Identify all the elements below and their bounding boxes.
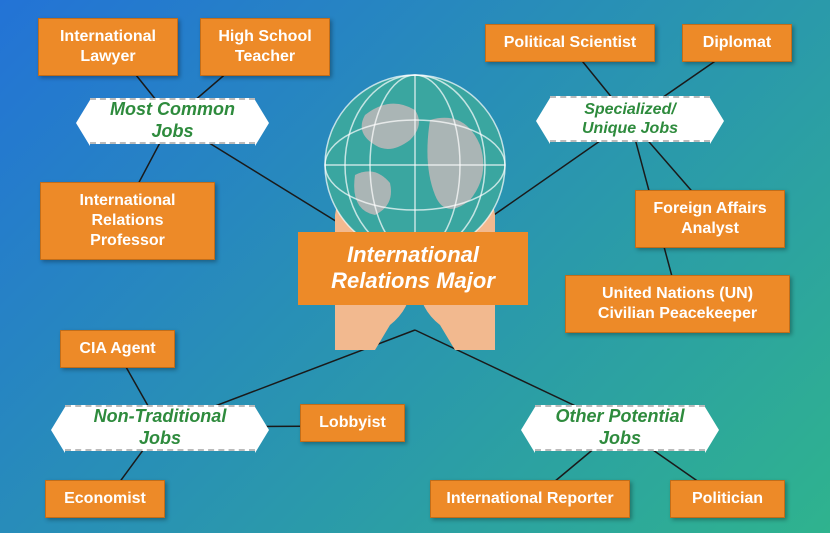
job-box: Foreign Affairs Analyst [635, 190, 785, 248]
job-box: High School Teacher [200, 18, 330, 76]
globe-hands-illustration [295, 65, 535, 355]
job-box: Diplomat [682, 24, 792, 62]
job-box: United Nations (UN) Civilian Peacekeeper [565, 275, 790, 333]
central-title-text: International Relations Major [331, 242, 495, 293]
job-box: Lobbyist [300, 404, 405, 442]
job-box: CIA Agent [60, 330, 175, 368]
job-box: Political Scientist [485, 24, 655, 62]
job-label: Foreign Affairs Analyst [650, 199, 770, 239]
job-label: High School Teacher [215, 27, 315, 67]
job-label: International Relations Professor [55, 191, 200, 251]
job-box: International Relations Professor [40, 182, 215, 260]
job-label: Diplomat [703, 33, 771, 53]
infographic-stage: International Relations Major Most Commo… [0, 0, 830, 533]
category-common: Most Common Jobs [90, 98, 255, 144]
job-label: International Reporter [446, 489, 613, 509]
job-label: Politician [692, 489, 763, 509]
job-label: Lobbyist [319, 413, 386, 433]
job-label: CIA Agent [79, 339, 155, 359]
globe-icon [325, 75, 505, 255]
job-box: Politician [670, 480, 785, 518]
category-nontrad: Non-Traditional Jobs [65, 405, 255, 451]
category-special: Specialized/Unique Jobs [550, 96, 710, 142]
job-label: International Lawyer [53, 27, 163, 67]
job-box: International Lawyer [38, 18, 178, 76]
job-label: United Nations (UN) Civilian Peacekeeper [580, 284, 775, 324]
job-label: Political Scientist [504, 33, 636, 53]
category-other: Other Potential Jobs [535, 405, 705, 451]
job-box: Economist [45, 480, 165, 518]
job-label: Economist [64, 489, 146, 509]
job-box: International Reporter [430, 480, 630, 518]
central-title-banner: International Relations Major [298, 232, 528, 305]
